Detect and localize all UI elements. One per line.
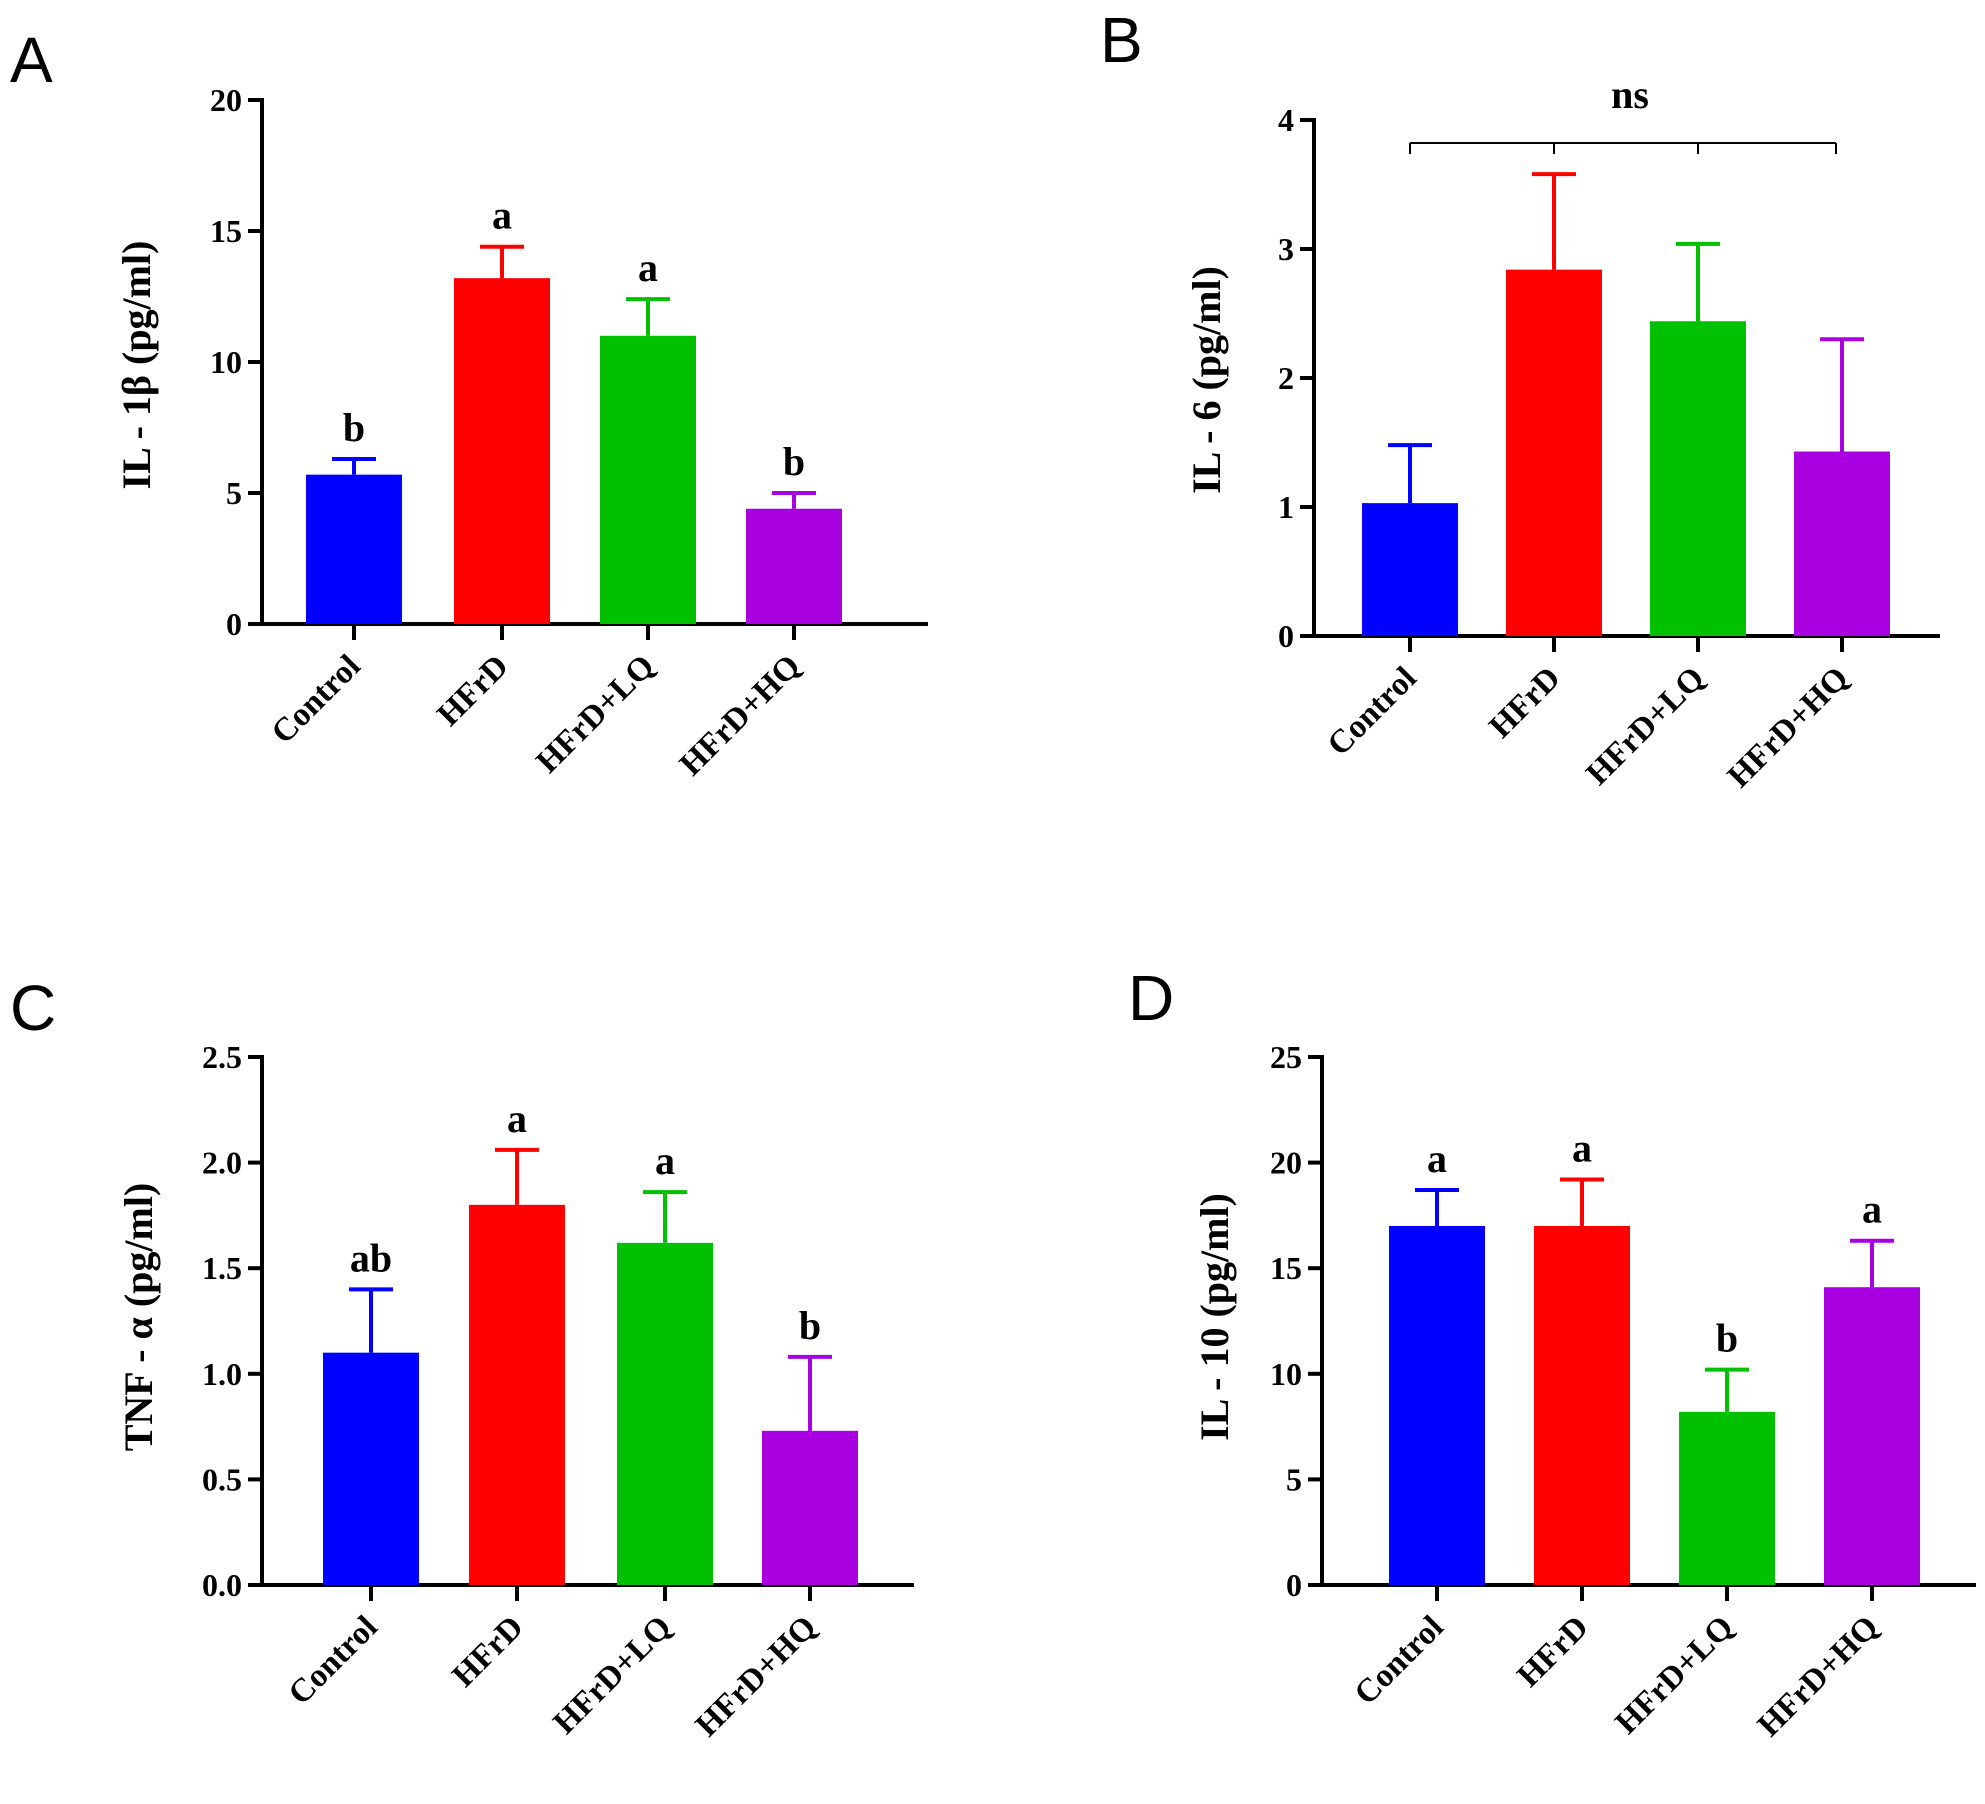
panel-c-sig-label-control: ab xyxy=(350,1235,392,1280)
panel-a-y-tick-label: 0 xyxy=(226,606,242,642)
panel-d-category-label-hfrd-lq: HFrD+LQ xyxy=(1609,1609,1741,1741)
panel-letter-c: C xyxy=(10,972,56,1044)
panel-d-chart: D IL - 10 (pg/ml) 0 5 10 15 20 25 a Control a HFr… xyxy=(1128,962,1976,1744)
panel-c-category-label-hfrd-lq: HFrD+LQ xyxy=(547,1609,679,1741)
panel-a-category-label-hfrd-hq: HFrD+HQ xyxy=(673,648,808,783)
panel-a-bar-control xyxy=(306,474,402,624)
panel-letter-d: D xyxy=(1128,962,1174,1034)
panel-c-sig-label-hfrd-lq: a xyxy=(655,1138,675,1183)
panel-b-category-label-hfrd: HFrD xyxy=(1483,660,1568,745)
panel-d-y-tick-label: 0 xyxy=(1286,1567,1302,1603)
panel-a-bar-hfrd xyxy=(454,278,550,624)
panel-d-sig-label-hfrd: a xyxy=(1572,1125,1592,1170)
panel-a-bar-hfrd-hq xyxy=(746,508,842,624)
panel-a-category-label-control: Control xyxy=(265,648,368,751)
panel-b-category-label-hfrd-lq: HFrD+LQ xyxy=(1580,660,1712,792)
panel-d-y-tick-label: 15 xyxy=(1270,1250,1302,1286)
panel-b-y-axis-label: IL - 6 (pg/ml) xyxy=(1184,266,1229,494)
panel-d-sig-label-hfrd-hq: a xyxy=(1862,1187,1882,1232)
panel-d-bar-hfrd-lq xyxy=(1679,1411,1775,1585)
panel-d-y-tick-label: 10 xyxy=(1270,1356,1302,1392)
panel-b-category-label-control: Control xyxy=(1321,660,1424,763)
panel-a-sig-label-control: b xyxy=(343,405,365,450)
panel-c-sig-label-hfrd: a xyxy=(507,1096,527,1141)
panel-c-y-tick-label: 2.5 xyxy=(202,1039,242,1075)
panel-b-bar-hfrd-lq xyxy=(1650,321,1746,636)
panel-a-chart: A IL - 1β (pg/ml) 0 5 10 15 20 b Control a HFrD a… xyxy=(10,24,928,783)
panel-c-sig-label-hfrd-hq: b xyxy=(799,1303,821,1348)
panel-a-sig-label-hfrd-hq: b xyxy=(783,439,805,484)
panel-a-y-tick-label: 15 xyxy=(210,213,242,249)
panel-b-y-tick-label: 1 xyxy=(1278,489,1294,525)
panel-b-bar-hfrd-hq xyxy=(1794,451,1890,636)
panel-d-bar-hfrd xyxy=(1534,1225,1630,1585)
panel-d-sig-label-hfrd-lq: b xyxy=(1716,1316,1738,1361)
panel-d-y-axis-label: IL - 10 (pg/ml) xyxy=(1192,1193,1237,1441)
panel-c-bar-hfrd-lq xyxy=(617,1242,713,1585)
panel-letter-a: A xyxy=(10,24,53,96)
panel-b-bar-hfrd xyxy=(1506,269,1602,636)
panel-c-y-tick-label: 1.0 xyxy=(202,1356,242,1392)
panel-c-category-label-hfrd: HFrD xyxy=(446,1609,531,1694)
panel-b-bar-control xyxy=(1362,503,1458,636)
panel-a-category-label-hfrd-lq: HFrD+LQ xyxy=(530,648,662,780)
panel-d-y-tick-label: 20 xyxy=(1270,1145,1302,1181)
panel-a-y-tick-label: 20 xyxy=(210,82,242,118)
panel-c-bar-hfrd xyxy=(469,1204,565,1585)
panel-b-y-tick-label: 0 xyxy=(1278,618,1294,654)
panel-b-y-tick-label: 4 xyxy=(1278,102,1294,138)
panel-b-y-tick-label: 3 xyxy=(1278,231,1294,267)
panel-c-category-label-control: Control xyxy=(282,1609,385,1712)
panel-c-y-tick-label: 0.0 xyxy=(202,1567,242,1603)
panel-b-y-tick-label: 2 xyxy=(1278,360,1294,396)
panel-a-sig-label-hfrd-lq: a xyxy=(638,245,658,290)
panel-a-bar-hfrd-lq xyxy=(600,335,696,624)
panel-a-y-tick-label: 10 xyxy=(210,344,242,380)
panel-b-category-label-hfrd-hq: HFrD+HQ xyxy=(1721,660,1856,795)
panel-a-y-tick-label: 5 xyxy=(226,475,242,511)
panel-c-y-tick-label: 1.5 xyxy=(202,1250,242,1286)
panel-b-ns-label: ns xyxy=(1611,72,1649,117)
panel-a-y-axis-label: IL - 1β (pg/ml) xyxy=(114,241,159,490)
panel-d-bar-hfrd-hq xyxy=(1824,1287,1920,1585)
panel-b-ns-bracket: ns xyxy=(1409,72,1837,154)
panel-c-y-tick-label: 2.0 xyxy=(202,1145,242,1181)
panel-d-category-label-hfrd-hq: HFrD+HQ xyxy=(1751,1609,1886,1744)
panel-c-bar-control xyxy=(323,1352,419,1585)
panel-c-y-axis-label: TNF - α (pg/ml) xyxy=(116,1183,161,1452)
panel-c-y-tick-label: 0.5 xyxy=(202,1461,242,1497)
panel-a-category-label-hfrd: HFrD xyxy=(431,648,516,733)
panel-d-sig-label-control: a xyxy=(1427,1136,1447,1181)
panel-d-bar-control xyxy=(1389,1225,1485,1585)
panel-c-chart: C TNF - α (pg/ml) 0.00.51.01.52.02.5abCo… xyxy=(10,972,914,1744)
panel-d-category-label-control: Control xyxy=(1348,1609,1451,1712)
panel-d-y-tick-label: 25 xyxy=(1270,1039,1302,1075)
panel-letter-b: B xyxy=(1100,4,1143,76)
panel-c-bar-hfrd-hq xyxy=(762,1430,858,1585)
panel-a-sig-label-hfrd: a xyxy=(492,193,512,238)
panel-d-category-label-hfrd: HFrD xyxy=(1511,1609,1596,1694)
panel-d-y-tick-label: 5 xyxy=(1286,1461,1302,1497)
panel-c-category-label-hfrd-hq: HFrD+HQ xyxy=(689,1609,824,1744)
